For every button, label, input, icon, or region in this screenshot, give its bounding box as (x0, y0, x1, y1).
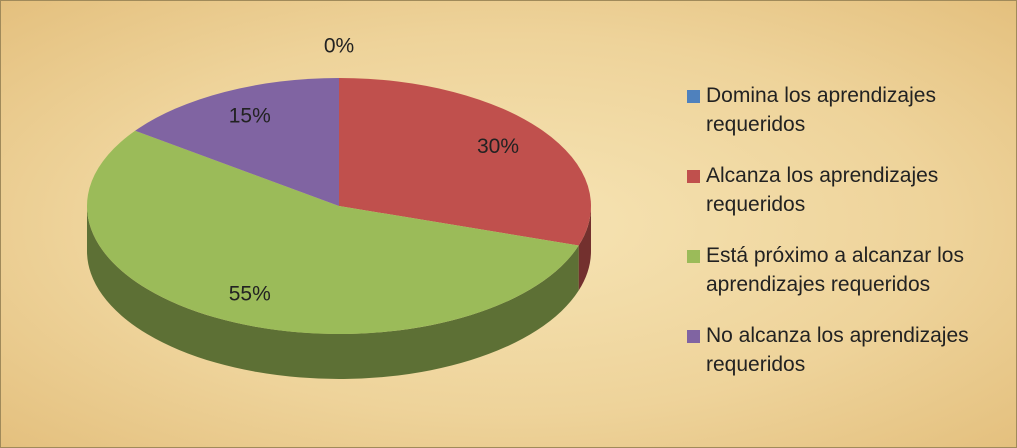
legend-swatch (687, 330, 700, 343)
legend-label: No alcanza los aprendizajes requeridos (706, 324, 969, 376)
slice (339, 78, 591, 246)
slice (135, 78, 339, 206)
legend-item: Domina los aprendizajes requeridos (687, 81, 997, 139)
legend-label: Alcanza los aprendizajes requeridos (706, 164, 939, 216)
slice (87, 130, 579, 334)
slice-side (87, 206, 579, 379)
legend-item: Alcanza los aprendizajes requeridos (687, 161, 997, 219)
data-label: 30% (477, 135, 519, 158)
data-label: 15% (229, 105, 271, 128)
legend: Domina los aprendizajes requeridos Alcanz… (687, 81, 997, 401)
legend-swatch (687, 170, 700, 183)
legend-label: Está próximo a alcanzar los aprendizajes… (706, 244, 964, 296)
legend-label: Domina los aprendizajes requeridos (706, 84, 936, 136)
slice-side (578, 206, 591, 291)
data-label: 55% (229, 283, 271, 306)
legend-swatch (687, 250, 700, 263)
data-label: 0% (324, 35, 354, 58)
legend-item: No alcanza los aprendizajes requeridos (687, 321, 997, 379)
legend-item: Está próximo a alcanzar los aprendizajes… (687, 241, 997, 299)
legend-swatch (687, 90, 700, 103)
